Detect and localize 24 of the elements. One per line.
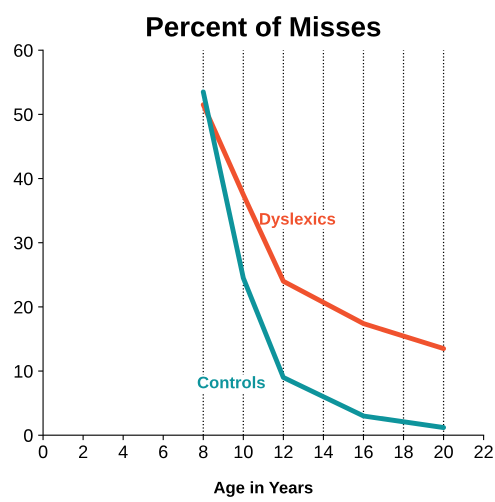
y-tick-label: 60 xyxy=(14,44,33,57)
chart-title: Percent of Misses xyxy=(147,16,380,37)
y-tick-label: 10 xyxy=(14,364,33,378)
y-tick-label: 40 xyxy=(14,172,33,186)
x-tick-label: 10 xyxy=(234,445,253,458)
x-tick-label: 0 xyxy=(38,445,48,458)
x-tick-label: 2 xyxy=(79,445,88,458)
series-label: Dyslexics xyxy=(260,212,336,228)
y-tick-label: 50 xyxy=(14,108,33,122)
x-tick-label: 8 xyxy=(199,445,208,458)
series-label: Controls xyxy=(198,376,265,388)
y-tick-label: 20 xyxy=(14,300,33,314)
x-tick-label: 14 xyxy=(314,446,333,458)
x-axis-title: Age in Years xyxy=(214,481,313,497)
x-tick-label: 16 xyxy=(354,445,373,458)
x-tick-label: 4 xyxy=(118,446,128,458)
line-series xyxy=(200,102,446,352)
x-tick-label: 12 xyxy=(274,445,292,458)
x-tick-label: 20 xyxy=(434,445,453,458)
y-tick-label: 0 xyxy=(24,429,33,442)
x-tick-label: 22 xyxy=(474,445,493,458)
x-tick-label: 18 xyxy=(394,445,413,458)
x-tick-label: 6 xyxy=(159,445,168,458)
y-tick-label: 30 xyxy=(14,236,33,250)
